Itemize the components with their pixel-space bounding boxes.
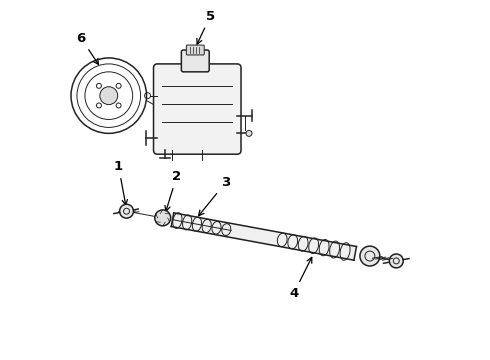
Text: 4: 4 [289, 257, 312, 300]
Circle shape [390, 254, 403, 268]
Circle shape [155, 210, 171, 226]
FancyBboxPatch shape [153, 64, 241, 154]
FancyBboxPatch shape [186, 45, 204, 55]
Circle shape [246, 130, 252, 136]
Circle shape [360, 246, 380, 266]
Circle shape [120, 204, 133, 218]
Text: 1: 1 [114, 160, 127, 205]
Circle shape [116, 103, 121, 108]
Text: 3: 3 [198, 176, 230, 216]
Circle shape [100, 87, 118, 105]
FancyBboxPatch shape [181, 50, 209, 72]
Text: 6: 6 [76, 32, 98, 64]
Text: 5: 5 [197, 10, 215, 44]
Circle shape [97, 103, 101, 108]
Circle shape [116, 84, 121, 88]
Circle shape [97, 84, 101, 88]
Polygon shape [171, 213, 356, 260]
Text: 2: 2 [165, 170, 181, 211]
